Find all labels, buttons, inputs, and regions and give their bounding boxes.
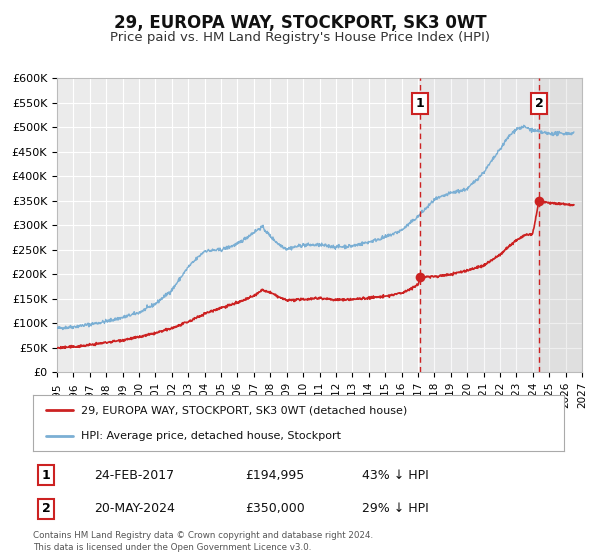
Text: 2: 2: [535, 97, 544, 110]
Text: 29, EUROPA WAY, STOCKPORT, SK3 0WT (detached house): 29, EUROPA WAY, STOCKPORT, SK3 0WT (deta…: [81, 405, 407, 416]
Text: 43% ↓ HPI: 43% ↓ HPI: [362, 469, 429, 482]
Text: Contains HM Land Registry data © Crown copyright and database right 2024.
This d: Contains HM Land Registry data © Crown c…: [33, 531, 373, 552]
Text: HPI: Average price, detached house, Stockport: HPI: Average price, detached house, Stoc…: [81, 431, 341, 441]
Text: Price paid vs. HM Land Registry's House Price Index (HPI): Price paid vs. HM Land Registry's House …: [110, 31, 490, 44]
Bar: [420, 78, 539, 372]
Text: 20-MAY-2024: 20-MAY-2024: [94, 502, 175, 515]
Text: 1: 1: [42, 469, 50, 482]
Text: £350,000: £350,000: [245, 502, 305, 515]
Text: 1: 1: [416, 97, 424, 110]
Text: 2: 2: [42, 502, 50, 515]
Bar: [539, 78, 582, 372]
Text: 29% ↓ HPI: 29% ↓ HPI: [362, 502, 429, 515]
Text: £194,995: £194,995: [245, 469, 305, 482]
Text: 24-FEB-2017: 24-FEB-2017: [94, 469, 174, 482]
Text: 29, EUROPA WAY, STOCKPORT, SK3 0WT: 29, EUROPA WAY, STOCKPORT, SK3 0WT: [113, 14, 487, 32]
